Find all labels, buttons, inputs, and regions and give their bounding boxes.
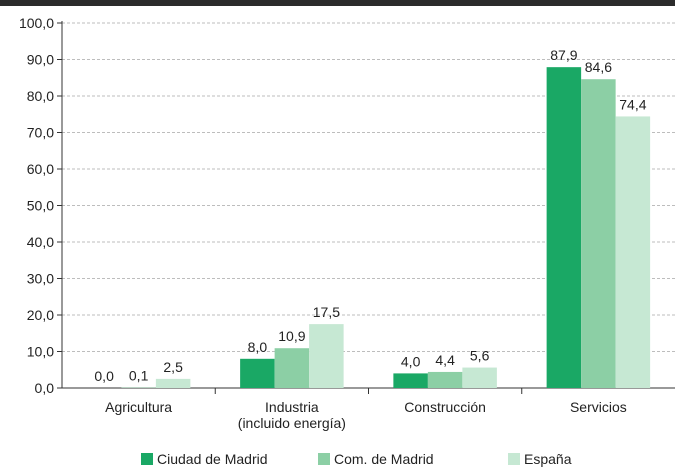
- legend-swatch: [141, 453, 153, 465]
- bar: [428, 372, 463, 388]
- bar: [547, 67, 582, 388]
- y-tick-label: 30,0: [27, 271, 54, 287]
- bar-value-label: 8,0: [248, 339, 268, 355]
- bar-value-label: 5,6: [470, 348, 490, 364]
- legend-swatch: [318, 453, 330, 465]
- bar: [616, 116, 651, 388]
- legend-swatch: [508, 453, 520, 465]
- legend-label: Com. de Madrid: [334, 451, 434, 467]
- y-tick-label: 40,0: [27, 234, 54, 250]
- y-tick-label: 20,0: [27, 307, 54, 323]
- y-tick-label: 80,0: [27, 88, 54, 104]
- bar: [393, 373, 428, 388]
- x-category-label: Industria(incluido energía): [238, 399, 346, 431]
- sector-employment-bar-chart: 0,0 10,0 20,0 30,0 40,0 50,0 60,0 70,0 80,0 90,0 1…: [0, 0, 675, 448]
- bar: [156, 379, 191, 388]
- bar-value-label: 4,0: [401, 353, 421, 369]
- bar-value-label: 0,1: [129, 368, 149, 384]
- y-tick-label: 70,0: [27, 125, 54, 141]
- bar: [309, 324, 344, 388]
- y-tick-label: 0,0: [35, 380, 55, 396]
- legend-item: Com. de Madrid: [318, 452, 434, 466]
- bar: [581, 79, 616, 388]
- x-category-label: Construcción: [404, 399, 486, 415]
- x-category-label: Agricultura: [105, 399, 172, 415]
- legend-item: Ciudad de Madrid: [141, 452, 268, 466]
- bar-value-label: 74,4: [619, 96, 646, 112]
- y-tick-label: 90,0: [27, 52, 54, 68]
- legend-label: España: [524, 451, 571, 467]
- bar: [240, 359, 275, 388]
- bar-value-label: 87,9: [550, 47, 577, 63]
- y-tick-label: 50,0: [27, 198, 54, 214]
- bar-value-label: 84,6: [585, 59, 612, 75]
- bar-value-label: 17,5: [313, 304, 340, 320]
- bar: [462, 368, 497, 388]
- bar: [275, 348, 310, 388]
- legend-item: España: [508, 452, 571, 466]
- bar-value-label: 0,0: [94, 368, 114, 384]
- y-tick-label: 10,0: [27, 344, 54, 360]
- x-category-label: Servicios: [570, 399, 627, 415]
- chart-legend: Ciudad de Madrid Com. de Madrid España: [0, 448, 675, 466]
- bar-value-label: 4,4: [435, 352, 455, 368]
- bar-value-label: 10,9: [278, 328, 305, 344]
- y-tick-label: 100,0: [19, 15, 54, 31]
- bar-value-label: 2,5: [163, 359, 183, 375]
- y-tick-label: 60,0: [27, 161, 54, 177]
- legend-label: Ciudad de Madrid: [157, 451, 268, 467]
